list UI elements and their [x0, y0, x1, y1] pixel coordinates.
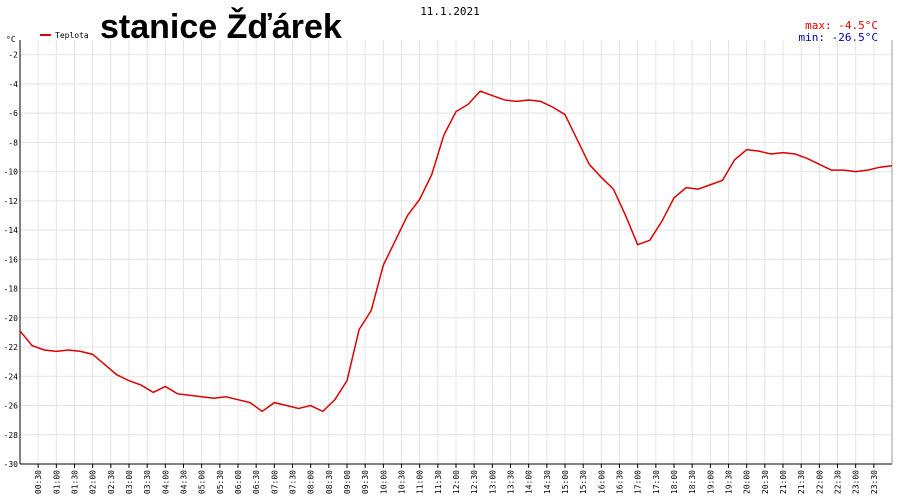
x-tick-label: 06:30: [252, 470, 261, 494]
x-tick-label: 09:00: [343, 470, 352, 494]
x-tick-label: 13:00: [488, 470, 497, 494]
y-tick-label: -20: [4, 314, 19, 323]
x-tick-label: 08:00: [307, 470, 316, 494]
x-tick-label: 04:30: [180, 470, 189, 494]
y-tick-label: -30: [4, 460, 19, 469]
x-tick-label: 01:00: [52, 470, 61, 494]
chart-title: stanice Žďárek: [100, 8, 342, 46]
x-tick-label: 15:30: [579, 470, 588, 494]
x-tick-label: 20:00: [743, 470, 752, 494]
y-tick-label: -6: [8, 109, 18, 118]
x-tick-label: 09:30: [361, 470, 370, 494]
x-tick-label: 03:30: [143, 470, 152, 494]
y-tick-label: -24: [4, 372, 19, 381]
max-label: max: -4.5°C: [805, 19, 878, 32]
x-tick-label: 14:30: [543, 470, 552, 494]
x-tick-label: 07:30: [289, 470, 298, 494]
y-tick-label: -26: [4, 402, 19, 411]
x-tick-label: 02:00: [89, 470, 98, 494]
x-tick-label: 19:30: [725, 470, 734, 494]
y-tick-label: -10: [4, 168, 19, 177]
x-tick-label: 22:30: [834, 470, 843, 494]
y-tick-label: -4: [8, 80, 18, 89]
x-tick-label: 17:00: [634, 470, 643, 494]
y-tick-label: -16: [4, 255, 19, 264]
y-tick-label: -12: [4, 197, 19, 206]
x-tick-label: 12:00: [452, 470, 461, 494]
data-line: [19, 90, 893, 413]
x-tick-label: 10:00: [379, 470, 388, 494]
x-tick-label: 02:30: [107, 470, 116, 494]
x-tick-label: 23:30: [870, 470, 879, 494]
x-tick-label: 14:00: [525, 470, 534, 494]
y-tick-label: -14: [4, 226, 19, 235]
x-tick-label: 17:30: [652, 470, 661, 494]
y-tick-label: -2: [8, 51, 18, 60]
x-tick-label: 18:00: [670, 470, 679, 494]
x-tick-label: 11:00: [416, 470, 425, 494]
x-tick-label: 18:30: [688, 470, 697, 494]
x-tick-label: 21:30: [797, 470, 806, 494]
x-tick-label: 05:00: [198, 470, 207, 494]
x-tick-label: 00:30: [34, 470, 43, 494]
x-tick-label: 07:00: [270, 470, 279, 494]
legend-label: Teplota: [55, 31, 89, 40]
min-label: min: -26.5°C: [799, 31, 878, 44]
x-tick-label: 08:30: [325, 470, 334, 494]
x-tick-label: 16:00: [597, 470, 606, 494]
x-tick-label: 15:00: [561, 470, 570, 494]
x-tick-label: 16:30: [616, 470, 625, 494]
y-tick-label: -8: [8, 138, 18, 147]
y-tick-label: -28: [4, 431, 19, 440]
x-tick-label: 03:00: [125, 470, 134, 494]
y-tick-label: -22: [4, 343, 19, 352]
x-tick-label: 13:30: [507, 470, 516, 494]
x-tick-label: 05:30: [216, 470, 225, 494]
date: 11.1.2021: [420, 5, 480, 18]
x-tick-label: 12:30: [470, 470, 479, 494]
x-tick-label: 04:00: [161, 470, 170, 494]
x-tick-label: 01:30: [71, 470, 80, 494]
x-tick-label: 06:00: [234, 470, 243, 494]
x-tick-label: 10:30: [398, 470, 407, 494]
x-tick-label: 22:00: [815, 470, 824, 494]
y-unit: °C: [6, 35, 16, 44]
x-tick-label: 20:30: [761, 470, 770, 494]
x-tick-label: 23:00: [852, 470, 861, 494]
x-tick-label: 19:00: [706, 470, 715, 494]
x-tick-label: 11:30: [434, 470, 443, 494]
x-tick-label: 21:00: [779, 470, 788, 494]
y-tick-label: -18: [4, 285, 19, 294]
